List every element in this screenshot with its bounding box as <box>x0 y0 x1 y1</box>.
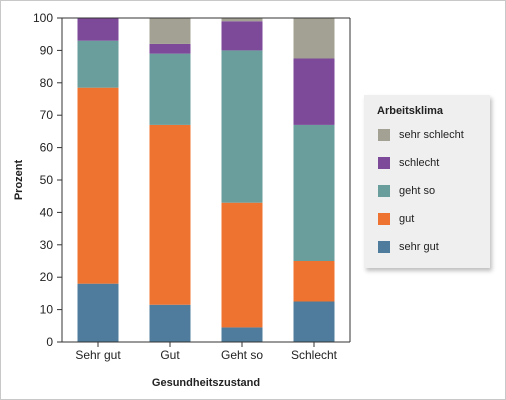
legend-swatch <box>378 213 390 225</box>
legend-label: sehr schlecht <box>399 129 464 141</box>
bar-segment-gut-3 <box>221 202 263 328</box>
bar-segment-schlecht-4 <box>293 58 335 125</box>
y-tick-label: 30 <box>40 238 54 252</box>
bar-segment-sehr-gut-3 <box>221 327 263 342</box>
x-tick-label: Geht so <box>221 348 263 362</box>
y-tick-label: 40 <box>40 205 54 219</box>
bar-segment-geht-so-2 <box>149 53 191 125</box>
bar-segment-schlecht-1 <box>77 18 119 41</box>
axes-layer: Sehr gut Gut Geht so Schlecht 0 10 20 30 40 50 60 7… <box>33 11 351 362</box>
bar-segment-sehr-schlecht-3 <box>221 18 263 22</box>
x-tick-label: Gut <box>160 348 180 362</box>
legend-title: Arbeitsklima <box>377 105 444 117</box>
legend-label: geht so <box>399 185 436 197</box>
legend-item-gut: gut <box>378 211 414 227</box>
bar-segment-gut-2 <box>149 124 191 305</box>
bar-segment-sehr-gut-2 <box>149 304 191 342</box>
bar-segment-schlecht-2 <box>149 43 191 54</box>
y-tick-label: 60 <box>40 141 54 155</box>
y-tick-label: 20 <box>40 270 54 284</box>
bar-segment-sehr-gut-1 <box>77 283 119 342</box>
y-tick-label: 100 <box>33 11 53 25</box>
legend-item-schlecht: schlecht <box>378 155 439 171</box>
y-tick-label: 70 <box>40 108 54 122</box>
legend-swatch <box>378 241 390 253</box>
y-tick-label: 90 <box>40 43 54 57</box>
legend-label: sehr gut <box>399 241 439 253</box>
legend-label: schlecht <box>399 157 440 169</box>
bar-segment-gut-1 <box>77 87 119 284</box>
y-axis-title: Prozent <box>13 159 25 200</box>
legend-label: gut <box>399 213 415 225</box>
legend-item-sehr-schlecht: sehr schlecht <box>378 127 464 143</box>
x-tick-label: Schlecht <box>291 348 338 362</box>
y-tick-label: 80 <box>40 76 54 90</box>
y-tick-label: 10 <box>40 303 54 317</box>
legend: Arbeitsklima sehr schlecht schlecht geht s… <box>364 95 490 268</box>
bar-segment-sehr-gut-4 <box>293 301 335 342</box>
bar-segment-geht-so-4 <box>293 124 335 261</box>
legend-swatch <box>378 157 390 169</box>
x-tick-label: Sehr gut <box>75 348 121 362</box>
bars-layer <box>77 18 335 342</box>
bar-segment-schlecht-3 <box>221 21 263 51</box>
bar-segment-geht-so-3 <box>221 50 263 203</box>
x-axis-title: Gesundheitszustand <box>152 377 260 389</box>
bar-segment-gut-4 <box>293 261 335 302</box>
legend-swatch <box>378 129 390 141</box>
bar-segment-sehr-schlecht-4 <box>293 18 335 59</box>
bar-segment-geht-so-1 <box>77 40 119 88</box>
legend-item-sehr-gut: sehr gut <box>378 239 439 255</box>
y-tick-label: 50 <box>40 173 54 187</box>
legend-swatch <box>378 185 390 197</box>
y-tick-label: 0 <box>46 335 53 349</box>
bar-segment-sehr-schlecht-2 <box>149 18 191 44</box>
legend-item-geht-so: geht so <box>378 183 435 199</box>
